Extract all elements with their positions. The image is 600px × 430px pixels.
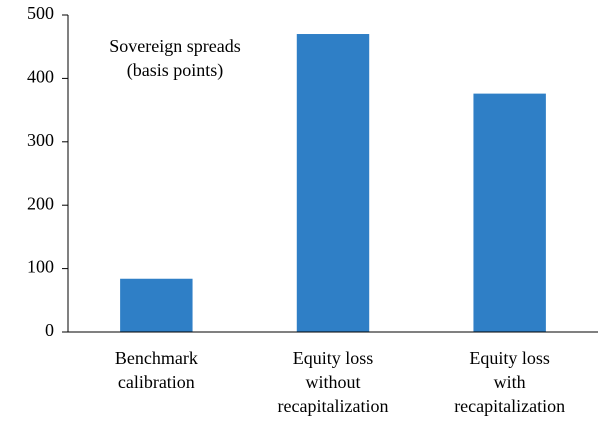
x-tick-label: Benchmark calibration [114, 348, 198, 392]
y-tick-label: 400 [27, 67, 54, 87]
y-tick-label: 100 [27, 257, 54, 277]
y-tick-label: 200 [27, 193, 54, 213]
annotation: Sovereign spreads (basis points) [109, 36, 241, 80]
x-tick-label: Equity loss without recapitalization [277, 348, 389, 416]
y-tick-label: 300 [27, 130, 54, 150]
y-tick-label: 0 [45, 320, 54, 340]
bar [473, 93, 546, 332]
y-tick-label: 500 [27, 3, 54, 23]
bar [296, 34, 370, 333]
x-tick-label: Equity loss with recapitalization [454, 348, 566, 416]
bar [120, 278, 193, 332]
